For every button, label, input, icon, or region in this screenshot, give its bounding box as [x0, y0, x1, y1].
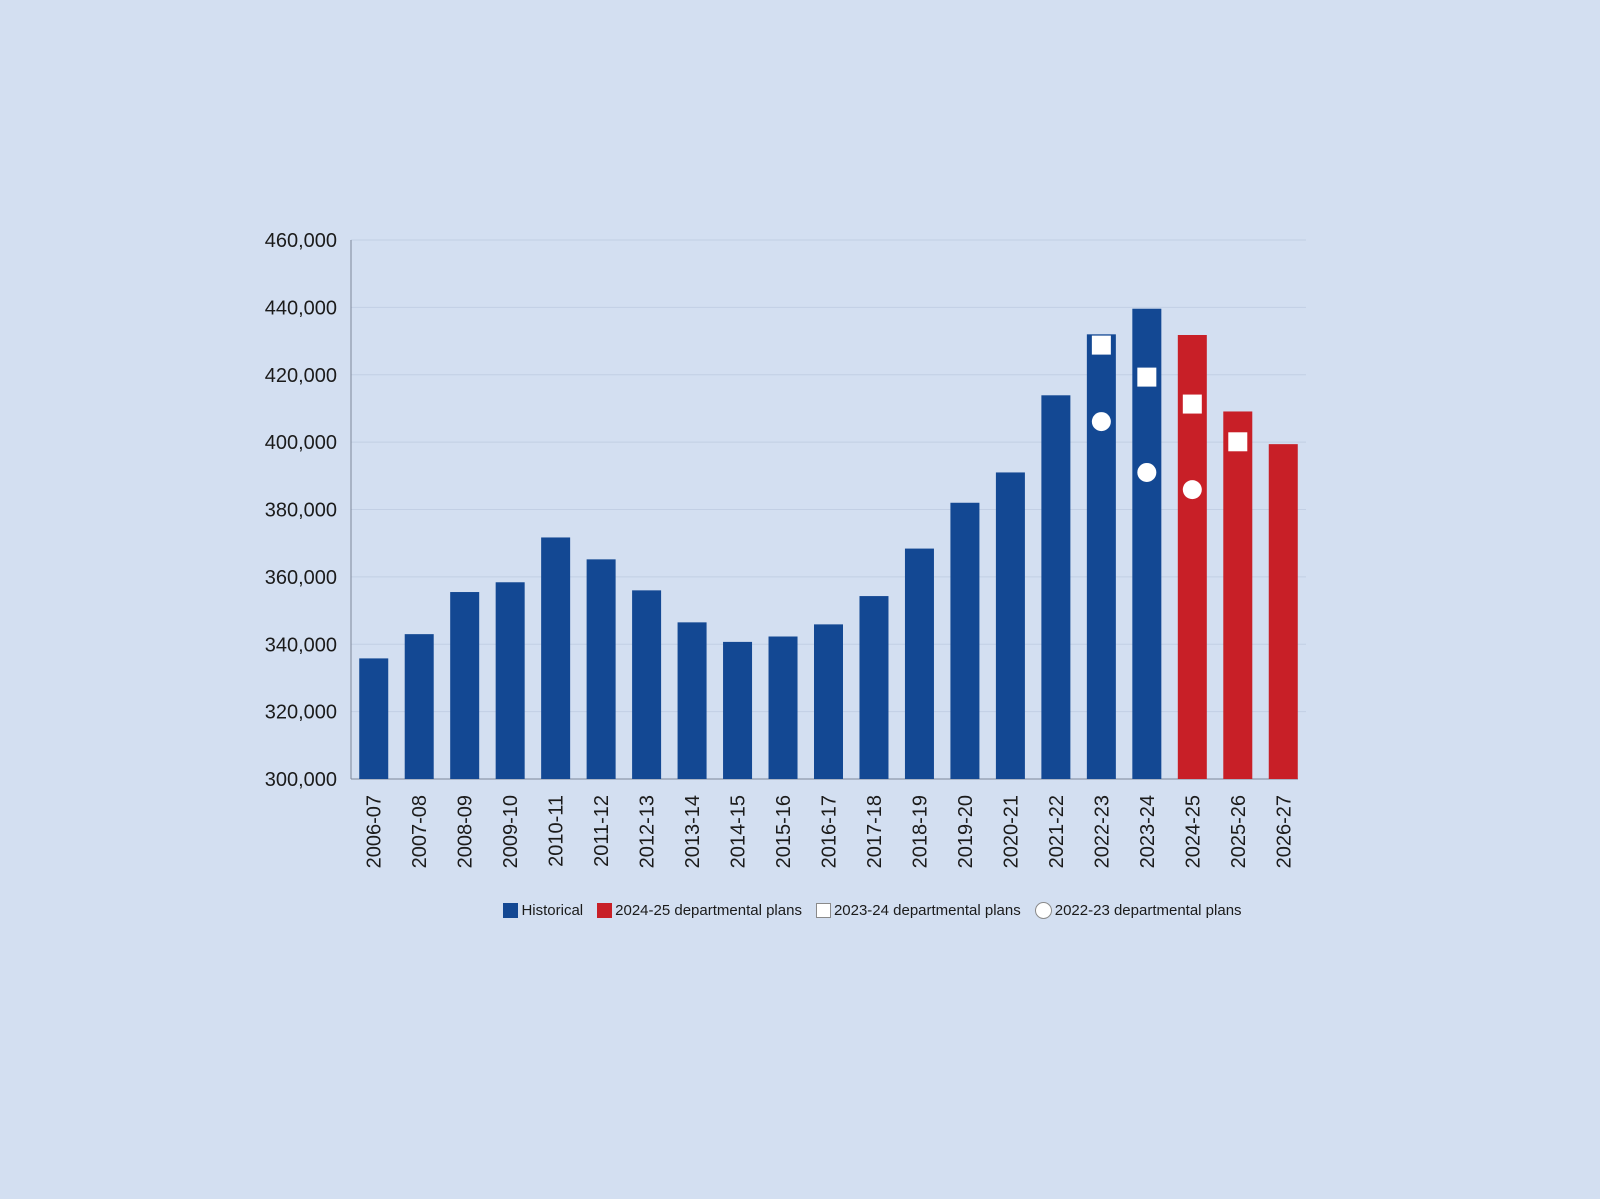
bar-historical-2007-08	[404, 634, 434, 779]
bar-historical-2008-09	[450, 592, 480, 779]
legend: Historical 2024-25 departmental plans 20…	[0, 902, 1600, 919]
legend-label-2024-25-plans: 2024-25 departmental plans	[615, 902, 802, 919]
legend-label-2022-23-plans: 2022-23 departmental plans	[1054, 902, 1242, 919]
x-tick-label: 2012-13	[637, 795, 659, 868]
legend-label-2023-24-plans: 2023-24 departmental plans	[833, 902, 1021, 919]
legend-swatch-circle-icon	[1034, 902, 1052, 919]
y-tick-label: 320,000	[265, 702, 337, 724]
marker-circle-2022-23	[1091, 412, 1111, 432]
marker-square-2025-26	[1228, 432, 1248, 452]
x-tick-label: 2014-15	[728, 795, 750, 868]
x-axis-tick-labels: 2006-07 2007-08 2008-09 2009-10 2010-11 2011-…	[364, 795, 1296, 868]
legend-item-2022-23-plans: 2022-23 departmental plans	[1034, 902, 1242, 919]
y-axis-tick-labels: 300,000 320,000 340,000 360,000 380,000 400,0…	[265, 230, 337, 791]
marker-square-2022-23	[1091, 335, 1111, 355]
y-tick-label: 400,000	[265, 432, 337, 454]
y-tick-label: 300,000	[265, 769, 337, 791]
bar-chart: 300,000 320,000 340,000 360,000 380,000 400,0…	[265, 230, 1306, 868]
x-tick-label: 2016-17	[819, 795, 841, 868]
bar-historical-2015-16	[768, 636, 798, 779]
legend-swatch-square-icon	[815, 903, 831, 918]
bar-historical-2023-24	[1132, 308, 1162, 779]
x-tick-label: 2008-09	[455, 795, 477, 868]
x-tick-label: 2018-19	[909, 795, 931, 868]
x-tick-label: 2017-18	[864, 795, 886, 868]
marker-square-2024-25	[1182, 394, 1202, 414]
bar-historical-2011-12	[586, 559, 616, 779]
x-tick-label: 2009-10	[500, 795, 522, 868]
bar-historical-2016-17	[814, 624, 843, 779]
x-tick-label: 2024-25	[1182, 795, 1204, 868]
legend-item-historical: Historical	[503, 902, 583, 919]
x-tick-label: 2019-20	[955, 795, 977, 868]
bar-plan-2026-27	[1268, 444, 1298, 779]
x-tick-label: 2013-14	[682, 795, 704, 868]
x-tick-label: 2006-07	[364, 795, 386, 868]
marker-circle-2024-25	[1182, 480, 1202, 500]
bar-historical-2013-14	[677, 622, 707, 779]
bar-historical-2021-22	[1041, 395, 1071, 779]
legend-swatch-2024-25-plans	[597, 903, 613, 918]
y-tick-label: 360,000	[265, 567, 337, 589]
x-tick-label: 2020-21	[1000, 795, 1022, 868]
x-tick-label: 2010-11	[546, 795, 568, 867]
bar-historical-2019-20	[950, 502, 980, 779]
legend-item-2024-25-plans: 2024-25 departmental plans	[597, 902, 802, 919]
y-tick-label: 380,000	[265, 500, 337, 522]
bar-historical-2012-13	[632, 590, 662, 779]
bar-historical-2006-07	[359, 658, 389, 779]
y-tick-label: 440,000	[265, 297, 337, 319]
bar-historical-2020-21	[995, 472, 1025, 779]
bar-historical-2009-10	[495, 582, 525, 779]
markers	[1091, 335, 1248, 500]
legend-label-historical: Historical	[521, 902, 584, 919]
bar-historical-2017-18	[859, 596, 889, 779]
y-tick-label: 420,000	[265, 365, 337, 387]
marker-square-2023-24	[1137, 367, 1157, 387]
bar-historical-2014-15	[723, 641, 753, 779]
bar-historical-2018-19	[904, 548, 934, 779]
x-tick-label: 2007-08	[409, 795, 431, 868]
y-tick-label: 340,000	[265, 634, 337, 656]
bar-plan-2025-26	[1223, 411, 1253, 779]
x-tick-label: 2026-27	[1273, 795, 1295, 868]
marker-circle-2023-24	[1137, 462, 1157, 482]
legend-swatch-historical	[503, 903, 519, 918]
bars	[359, 308, 1298, 779]
y-tick-label: 460,000	[265, 230, 337, 252]
x-tick-label: 2023-24	[1137, 795, 1159, 868]
x-tick-label: 2021-22	[1046, 795, 1068, 868]
x-tick-label: 2011-12	[591, 795, 613, 867]
bar-historical-2022-23	[1086, 334, 1116, 779]
legend-item-2023-24-plans: 2023-24 departmental plans	[815, 902, 1021, 919]
x-tick-label: 2015-16	[773, 795, 795, 868]
bar-historical-2010-11	[541, 537, 571, 779]
x-tick-label: 2025-26	[1228, 795, 1250, 868]
x-tick-label: 2022-23	[1091, 795, 1113, 868]
